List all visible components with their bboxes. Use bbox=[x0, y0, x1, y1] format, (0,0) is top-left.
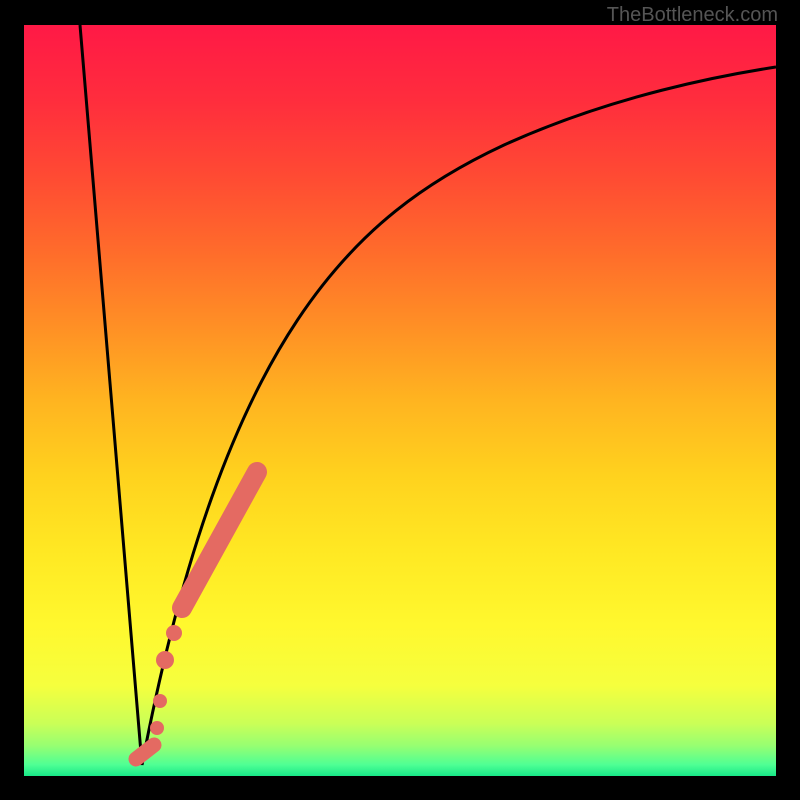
gradient-background bbox=[24, 25, 776, 776]
chart-svg bbox=[24, 25, 776, 776]
watermark-text: TheBottleneck.com bbox=[607, 4, 778, 27]
accent-marker-dot bbox=[166, 625, 182, 641]
accent-marker-dot bbox=[153, 694, 167, 708]
accent-marker-dot bbox=[150, 721, 164, 735]
bottleneck-chart bbox=[24, 25, 776, 776]
accent-marker-dot bbox=[156, 651, 174, 669]
